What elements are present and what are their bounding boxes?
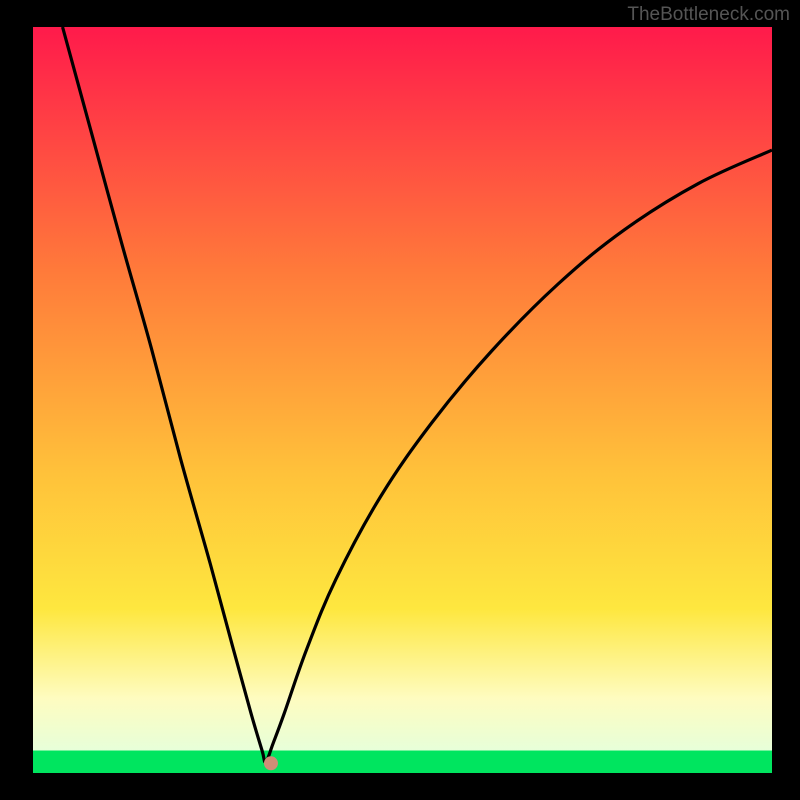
minimum-marker-dot (264, 756, 278, 770)
curve-svg (33, 27, 772, 773)
chart-plot-area (33, 27, 772, 773)
watermark-text: TheBottleneck.com (627, 4, 790, 26)
bottleneck-curve (63, 27, 772, 762)
